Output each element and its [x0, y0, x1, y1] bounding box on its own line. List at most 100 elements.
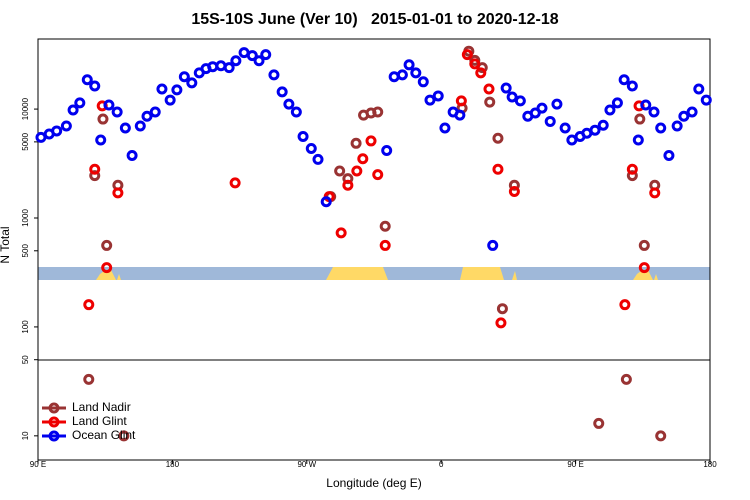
point — [529, 107, 541, 119]
y-tick-label: 5000 — [21, 132, 30, 150]
legend-label: Land Nadir — [72, 400, 131, 414]
point — [111, 106, 123, 118]
point — [611, 97, 623, 109]
point — [119, 122, 131, 134]
point — [83, 373, 95, 385]
point — [103, 99, 115, 111]
point — [112, 187, 124, 199]
point — [141, 110, 153, 122]
y-tick-label: 50 — [21, 355, 30, 364]
point — [381, 144, 393, 156]
point — [551, 98, 563, 110]
point — [335, 227, 347, 239]
point — [648, 106, 660, 118]
point — [640, 99, 652, 111]
x-tick-label: 180 — [166, 460, 180, 469]
point — [496, 303, 508, 315]
point — [223, 62, 235, 74]
point — [508, 179, 520, 191]
point — [663, 149, 675, 161]
point — [514, 95, 526, 107]
point — [589, 124, 601, 136]
point — [495, 317, 507, 329]
point — [97, 113, 109, 125]
point — [655, 122, 667, 134]
point — [134, 120, 146, 132]
point — [89, 170, 101, 182]
point — [312, 153, 324, 165]
point — [618, 74, 630, 86]
point — [283, 98, 295, 110]
point — [432, 90, 444, 102]
point — [626, 80, 638, 92]
point — [439, 122, 451, 134]
point — [424, 94, 436, 106]
land-strip — [96, 270, 116, 280]
point — [700, 94, 712, 106]
point — [604, 104, 616, 116]
point — [483, 83, 495, 95]
point — [95, 134, 107, 146]
point — [357, 153, 369, 165]
point — [351, 165, 363, 177]
legend-marker — [48, 430, 60, 442]
point — [379, 239, 391, 251]
point — [454, 109, 466, 121]
x-tick-label: 90 W — [297, 460, 316, 469]
point — [81, 74, 93, 86]
point — [268, 69, 280, 81]
point — [372, 169, 384, 181]
point — [461, 49, 473, 61]
point — [484, 96, 496, 108]
point — [101, 262, 113, 274]
point — [74, 97, 86, 109]
point — [655, 430, 667, 442]
point — [469, 58, 481, 70]
point — [634, 113, 646, 125]
point — [178, 71, 190, 83]
point — [350, 137, 362, 149]
point — [417, 76, 429, 88]
y-tick-label: 10000 — [21, 97, 30, 120]
y-tick-label: 10 — [21, 431, 30, 440]
point — [455, 95, 467, 107]
point — [506, 91, 518, 103]
point — [101, 239, 113, 251]
point — [89, 163, 101, 175]
point — [290, 106, 302, 118]
point — [89, 80, 101, 92]
point — [693, 83, 705, 95]
land-strip — [633, 270, 653, 280]
point — [410, 67, 422, 79]
point — [649, 187, 661, 199]
point — [365, 135, 377, 147]
surface-strip — [38, 267, 710, 280]
land-strip — [512, 271, 517, 280]
point — [334, 165, 346, 177]
point — [671, 120, 683, 132]
point — [487, 239, 499, 251]
point — [597, 119, 609, 131]
point — [372, 106, 384, 118]
point — [230, 55, 242, 67]
point — [305, 142, 317, 154]
point — [164, 94, 176, 106]
y-tick-label: 500 — [21, 244, 30, 258]
point — [118, 430, 130, 442]
point — [60, 120, 72, 132]
x-tick-label: 0 — [439, 460, 444, 469]
point — [260, 49, 272, 61]
point — [475, 67, 487, 79]
point — [508, 186, 520, 198]
point — [171, 84, 183, 96]
point — [379, 220, 391, 232]
point — [686, 106, 698, 118]
point — [320, 196, 332, 208]
point — [678, 110, 690, 122]
point — [619, 299, 631, 311]
x-tick-label: 90 E — [567, 460, 583, 469]
y-tick-label: 1000 — [21, 209, 30, 227]
point — [186, 77, 198, 89]
y-axis-label: N Total — [0, 226, 12, 263]
